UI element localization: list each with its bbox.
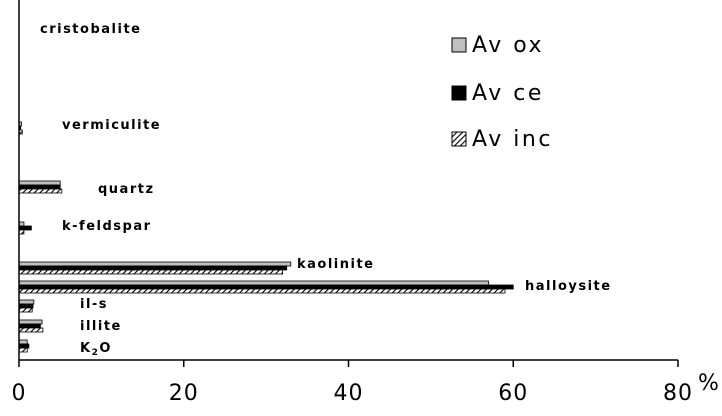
legend-label-av-ce: Av ce (472, 81, 544, 106)
category-label-k-feldspar: k-feldspar (62, 219, 152, 234)
category-label-quartz: quartz (98, 182, 155, 197)
bar-k2o-av-ce (18, 343, 30, 349)
bar-k-feldspar-av-ce (18, 225, 32, 231)
bar-il-s-av-inc (18, 307, 33, 313)
x-axis-unit: % (698, 371, 719, 396)
bar-illite-av-inc (18, 327, 44, 333)
bar-il-s-av-ce (18, 303, 34, 309)
category-label-halloysite: halloysite (525, 279, 612, 294)
bar-halloysite-av-ox (18, 280, 489, 286)
category-label-vermiculite: vermiculite (62, 118, 161, 133)
bar-kaolinite-av-inc (18, 269, 284, 275)
bars-layer (18, 121, 514, 353)
category-label-k2o: K2O (80, 341, 112, 358)
x-axis: 0 20 40 60 80% (12, 0, 719, 406)
bar-kaolinite-av-ox (18, 261, 292, 267)
bar-k2o-av-inc (18, 347, 28, 353)
bar-kaolinite-av-ce (18, 265, 288, 271)
bar-illite-av-ox (18, 319, 43, 325)
bar-quartz-av-ce (18, 184, 61, 190)
x-tick-label-80: 80 (663, 381, 693, 406)
category-label-kaolinite: kaolinite (297, 257, 375, 272)
bar-illite-av-ce (18, 323, 41, 329)
x-tick-label-40: 40 (334, 381, 364, 406)
category-labels: cristobalite vermiculite quartz k-feldspar k… (40, 22, 612, 358)
x-tick-label-60: 60 (498, 381, 528, 406)
x-tick-label-20: 20 (169, 381, 199, 406)
bar-il-s-av-ox (18, 299, 35, 305)
legend-swatch-av-ce (451, 85, 467, 101)
bar-halloysite-av-ce (18, 284, 514, 290)
bar-quartz-av-inc (18, 188, 63, 194)
legend: Av ox Av ce Av inc (451, 33, 553, 152)
legend-label-av-inc: Av inc (472, 127, 553, 152)
category-label-illite: illite (80, 319, 122, 334)
legend-swatch-av-ox (451, 37, 467, 53)
legend-label-av-ox: Av ox (472, 33, 544, 58)
legend-swatch-av-inc (451, 131, 467, 147)
bar-quartz-av-ox (18, 180, 61, 186)
category-label-il-s: il-s (80, 297, 108, 312)
bar-k2o-av-ox (18, 339, 28, 345)
x-tick-label-0: 0 (12, 381, 27, 406)
category-label-cristobalite: cristobalite (40, 22, 141, 37)
bar-halloysite-av-inc (18, 288, 506, 294)
